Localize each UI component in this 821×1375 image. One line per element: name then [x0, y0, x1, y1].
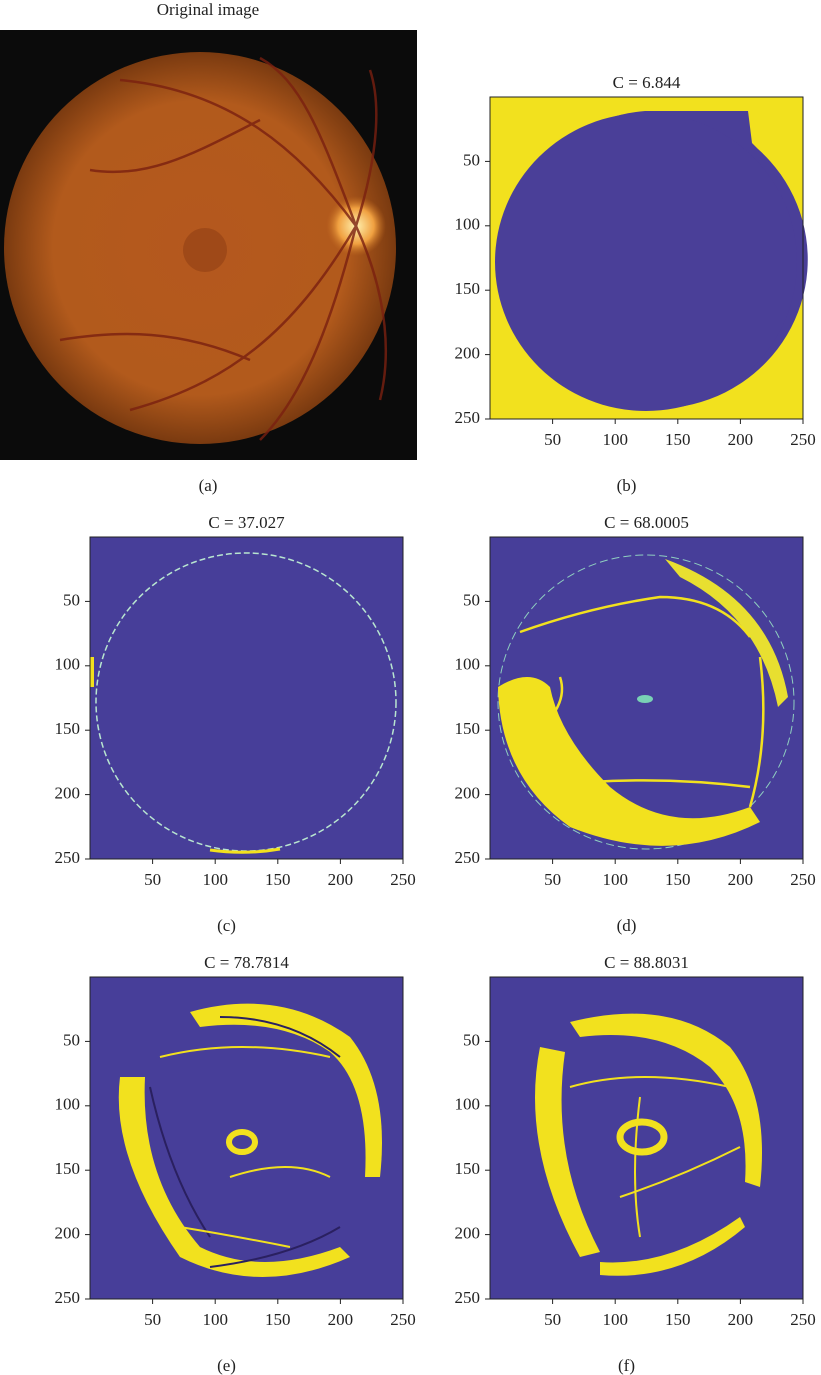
- panel-d: C = 68.0005 (d) 50 100 150 200 250 50 100 150 200 2…: [455, 513, 816, 935]
- macula: [183, 228, 227, 272]
- y-tick-label: 50: [463, 1030, 480, 1049]
- x-tick-label: 100: [602, 870, 628, 889]
- x-tick-label: 150: [665, 1310, 691, 1329]
- panel-title: Original image: [157, 0, 259, 19]
- x-tick-label: 250: [390, 1310, 416, 1329]
- x-tick-label: 250: [790, 430, 816, 449]
- panel-b: C = 6.844 (b) 50 100 150 200 250 50 100 150 200 250: [455, 73, 816, 495]
- y-tick-label: 100: [455, 1095, 481, 1114]
- x-tick-label: 100: [202, 1310, 228, 1329]
- x-tick-label: 250: [790, 870, 816, 889]
- y-tick-label: 250: [55, 1288, 81, 1307]
- y-tick-label: 250: [455, 1288, 481, 1307]
- y-tick-label: 150: [455, 1159, 481, 1178]
- y-tick-label: 250: [455, 408, 481, 427]
- x-tick-label: 150: [665, 430, 691, 449]
- y-tick-label: 200: [55, 1224, 81, 1243]
- x-tick-label: 50: [544, 870, 561, 889]
- y-tick-label: 200: [455, 344, 481, 363]
- mask: [495, 113, 797, 411]
- y-tick-label: 200: [455, 1224, 481, 1243]
- y-tick-label: 250: [455, 848, 481, 867]
- x-tick-label: 50: [144, 870, 161, 889]
- y-tick-label: 50: [63, 590, 80, 609]
- panel-c: C = 37.027 (c) 50 100 150 200 250 50 100 150 200 25…: [55, 513, 416, 935]
- panel-caption: (e): [217, 1356, 236, 1375]
- panel-title: C = 6.844: [613, 73, 681, 92]
- y-tick-label: 150: [455, 279, 481, 298]
- y-tick-label: 50: [63, 1030, 80, 1049]
- y-tick-label: 100: [55, 1095, 81, 1114]
- y-tick-label: 150: [455, 719, 481, 738]
- x-tick-label: 250: [390, 870, 416, 889]
- panel-title: C = 68.0005: [604, 513, 689, 532]
- y-tick-label: 50: [463, 150, 480, 169]
- x-tick-label: 150: [265, 1310, 291, 1329]
- x-tick-label: 200: [328, 870, 354, 889]
- x-tick-label: 50: [544, 430, 561, 449]
- panel-caption: (a): [199, 476, 218, 495]
- x-tick-label: 200: [728, 430, 754, 449]
- y-tick-label: 50: [463, 590, 480, 609]
- x-tick-label: 150: [265, 870, 291, 889]
- y-tick-label: 100: [455, 215, 481, 234]
- spot: [637, 695, 653, 703]
- y-tick-label: 250: [55, 848, 81, 867]
- x-tick-label: 50: [144, 1310, 161, 1329]
- x-tick-label: 200: [728, 1310, 754, 1329]
- figure: Original image (a) C = 6.844 (b) 50 100 150 2…: [0, 0, 821, 1375]
- edge: [90, 657, 94, 687]
- x-tick-label: 250: [790, 1310, 816, 1329]
- panel-title: C = 78.7814: [204, 953, 289, 972]
- y-tick-label: 150: [55, 1159, 81, 1178]
- x-tick-label: 100: [602, 1310, 628, 1329]
- x-tick-label: 150: [665, 870, 691, 889]
- panel-a: Original image (a): [0, 0, 417, 495]
- panel-caption: (c): [217, 916, 236, 935]
- y-tick-label: 100: [455, 655, 481, 674]
- image: [90, 537, 403, 859]
- panel-caption: (f): [618, 1356, 635, 1375]
- x-tick-label: 200: [328, 1310, 354, 1329]
- panel-caption: (d): [617, 916, 637, 935]
- x-tick-label: 100: [602, 430, 628, 449]
- panel-title: C = 37.027: [208, 513, 285, 532]
- y-tick-label: 200: [455, 784, 481, 803]
- panel-title: C = 88.8031: [604, 953, 689, 972]
- panel-e: C = 78.7814 (e) 50 100 150 200 250 50 100 150 200 2…: [55, 953, 416, 1375]
- x-tick-label: 50: [544, 1310, 561, 1329]
- panel-f: C = 88.8031 (f) 50 100 150 200 250 50 100 150 200 2…: [455, 953, 816, 1375]
- y-tick-label: 150: [55, 719, 81, 738]
- y-tick-label: 100: [55, 655, 81, 674]
- y-tick-label: 200: [55, 784, 81, 803]
- panel-caption: (b): [617, 476, 637, 495]
- x-tick-label: 200: [728, 870, 754, 889]
- x-tick-label: 100: [202, 870, 228, 889]
- page: Original image (a) C = 6.844 (b) 50 100 150 2…: [0, 0, 821, 1375]
